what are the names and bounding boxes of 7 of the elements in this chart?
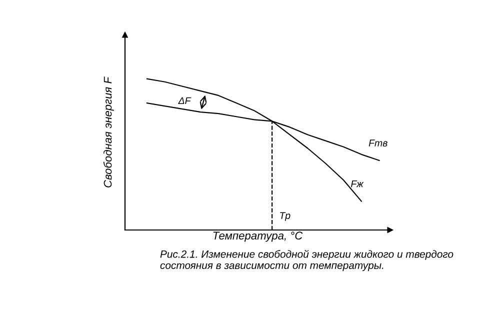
series-label: Fтв <box>368 140 388 146</box>
annotation: ΔF <box>178 97 192 104</box>
annotation: Tр <box>280 212 290 221</box>
series-label: Fж <box>350 180 364 188</box>
text: Рис.2.1. Изменение свободной энергии жидкого и твердого состояния в зависимости от температуры. <box>160 250 454 272</box>
y-axis-title: Свободная энергия F <box>103 76 114 188</box>
x-axis-title: Температура, °С <box>213 232 303 242</box>
